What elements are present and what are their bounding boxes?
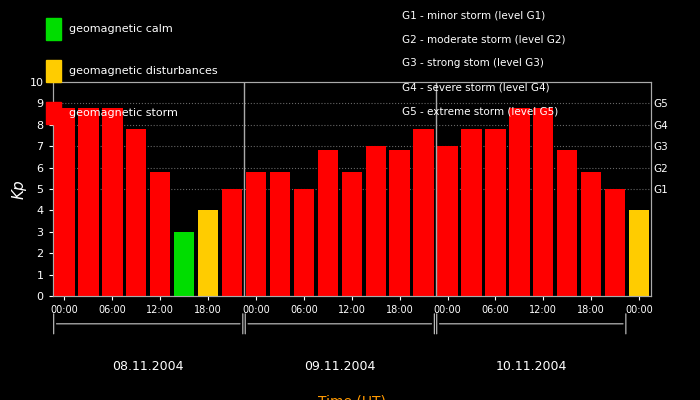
Text: 09.11.2004: 09.11.2004: [304, 360, 375, 373]
Bar: [365, 146, 386, 296]
Bar: [509, 108, 529, 296]
Bar: [246, 172, 266, 296]
Bar: [270, 172, 290, 296]
Bar: [438, 146, 458, 296]
Text: Time (UT): Time (UT): [318, 394, 386, 400]
Text: G2 - moderate storm (level G2): G2 - moderate storm (level G2): [402, 34, 566, 44]
Bar: [605, 189, 625, 296]
Text: geomagnetic calm: geomagnetic calm: [69, 24, 173, 34]
Y-axis label: Kp: Kp: [12, 179, 27, 199]
Text: geomagnetic disturbances: geomagnetic disturbances: [69, 66, 218, 76]
Bar: [78, 108, 99, 296]
Text: geomagnetic storm: geomagnetic storm: [69, 108, 178, 118]
Bar: [102, 108, 122, 296]
Bar: [342, 172, 362, 296]
Bar: [557, 150, 578, 296]
Bar: [318, 150, 338, 296]
Bar: [414, 129, 434, 296]
Bar: [222, 189, 242, 296]
Bar: [150, 172, 170, 296]
Text: 08.11.2004: 08.11.2004: [113, 360, 184, 373]
Text: G4 - severe storm (level G4): G4 - severe storm (level G4): [402, 82, 550, 92]
Bar: [533, 108, 554, 296]
Bar: [55, 108, 75, 296]
Bar: [581, 172, 601, 296]
Bar: [389, 150, 410, 296]
Text: G1 - minor storm (level G1): G1 - minor storm (level G1): [402, 10, 546, 20]
Bar: [294, 189, 314, 296]
Bar: [198, 210, 218, 296]
Bar: [126, 129, 146, 296]
Text: G3 - strong stom (level G3): G3 - strong stom (level G3): [402, 58, 545, 68]
Bar: [485, 129, 505, 296]
Bar: [461, 129, 482, 296]
Text: 10.11.2004: 10.11.2004: [496, 360, 567, 373]
Bar: [629, 210, 649, 296]
Text: G5 - extreme storm (level G5): G5 - extreme storm (level G5): [402, 106, 559, 116]
Bar: [174, 232, 195, 296]
